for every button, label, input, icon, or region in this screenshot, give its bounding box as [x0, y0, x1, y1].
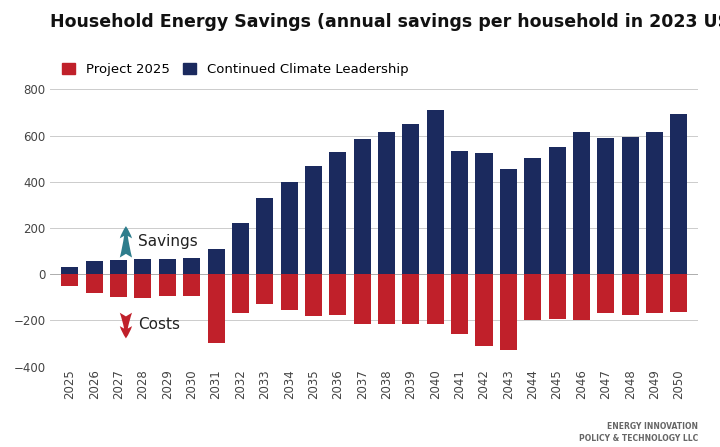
Bar [110, 260, 127, 274]
Bar [573, 274, 590, 320]
Bar [329, 274, 346, 315]
Bar [402, 274, 420, 324]
Bar [670, 274, 688, 312]
Bar [183, 258, 200, 274]
Bar [524, 274, 541, 320]
Bar [354, 274, 371, 324]
Bar [61, 274, 78, 286]
Bar [378, 132, 395, 274]
Bar [232, 224, 249, 274]
Bar [646, 132, 663, 274]
Bar [256, 198, 274, 274]
Bar [207, 274, 225, 343]
Bar [159, 259, 176, 274]
Bar [378, 274, 395, 324]
Bar [305, 274, 322, 316]
Bar [524, 157, 541, 274]
Bar [598, 274, 614, 313]
Bar [281, 182, 297, 274]
Bar [549, 274, 566, 319]
Text: Savings: Savings [138, 234, 198, 249]
Bar [135, 274, 151, 299]
Bar [475, 153, 492, 274]
Bar [159, 274, 176, 296]
Bar [256, 274, 274, 304]
Bar [549, 147, 566, 274]
Bar [451, 274, 468, 334]
Bar [500, 274, 517, 350]
Bar [500, 169, 517, 274]
Bar [427, 110, 444, 274]
Bar [110, 274, 127, 297]
Bar [354, 139, 371, 274]
Bar [573, 132, 590, 274]
Bar [86, 274, 103, 293]
Bar [61, 267, 78, 274]
Bar [646, 274, 663, 313]
Bar [86, 261, 103, 274]
Bar [475, 274, 492, 346]
Bar [621, 274, 639, 315]
Bar [427, 274, 444, 324]
Bar [621, 137, 639, 274]
Legend: Project 2025, Continued Climate Leadership: Project 2025, Continued Climate Leadersh… [57, 58, 414, 82]
Bar [598, 138, 614, 274]
Bar [305, 165, 322, 274]
Text: Household Energy Savings (annual savings per household in 2023 USD): Household Energy Savings (annual savings… [50, 13, 720, 31]
Bar [207, 249, 225, 274]
Text: Costs: Costs [138, 317, 180, 333]
Bar [183, 274, 200, 296]
Bar [135, 259, 151, 274]
Text: ENERGY INNOVATION
POLICY & TECHNOLOGY LLC: ENERGY INNOVATION POLICY & TECHNOLOGY LL… [579, 422, 698, 443]
Bar [402, 124, 420, 274]
Bar [329, 152, 346, 274]
Bar [670, 114, 688, 274]
Bar [451, 151, 468, 274]
Bar [281, 274, 297, 310]
Bar [232, 274, 249, 313]
